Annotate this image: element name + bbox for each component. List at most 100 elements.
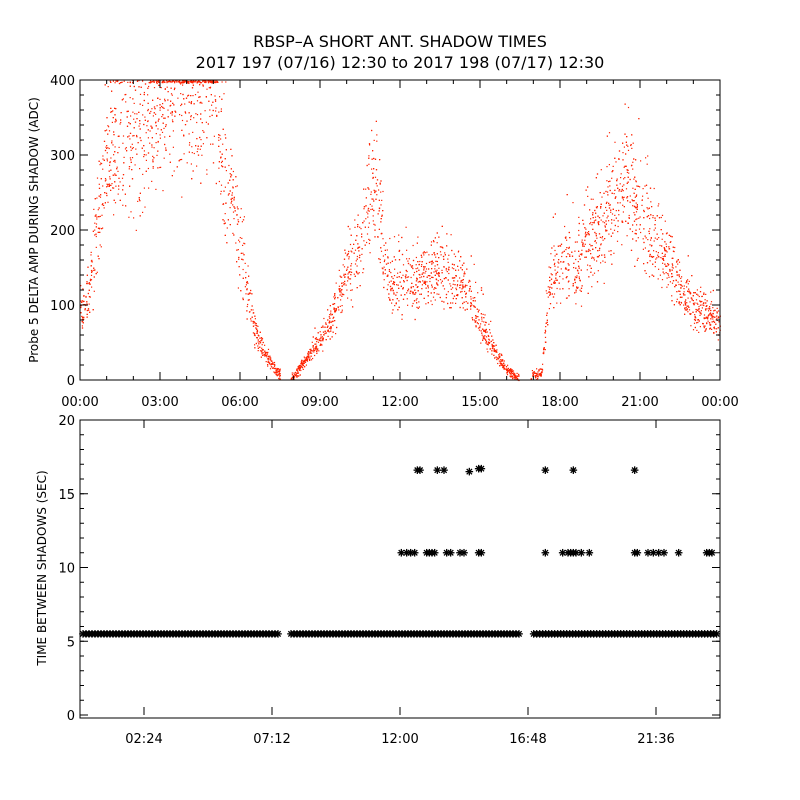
top-data-point bbox=[391, 287, 393, 289]
top-data-point bbox=[317, 332, 319, 334]
top-data-point bbox=[387, 262, 389, 264]
top-data-point bbox=[109, 80, 111, 82]
top-data-point bbox=[202, 81, 204, 83]
top-data-point bbox=[597, 256, 600, 258]
top-data-point bbox=[640, 160, 642, 162]
top-data-point bbox=[302, 368, 304, 370]
top-data-point bbox=[649, 255, 651, 257]
top-data-point bbox=[677, 263, 679, 265]
top-data-point bbox=[438, 293, 440, 295]
top-data-point bbox=[652, 256, 655, 258]
top-data-point bbox=[111, 121, 113, 123]
top-data-point bbox=[698, 295, 700, 298]
top-data-point bbox=[426, 276, 428, 278]
top-data-point bbox=[535, 375, 537, 377]
top-data-point bbox=[147, 108, 149, 111]
top-data-point bbox=[196, 138, 198, 140]
top-data-point bbox=[595, 177, 597, 179]
top-data-point bbox=[95, 223, 98, 225]
top-data-point bbox=[430, 261, 432, 263]
top-data-point bbox=[232, 232, 234, 234]
top-data-point bbox=[633, 212, 635, 214]
top-data-point bbox=[106, 194, 108, 197]
top-data-point bbox=[184, 103, 186, 105]
top-data-point bbox=[196, 151, 198, 153]
top-data-point bbox=[609, 189, 611, 192]
top-data-point bbox=[398, 250, 400, 252]
top-data-point bbox=[101, 204, 103, 206]
top-data-point bbox=[578, 234, 580, 236]
top-data-point bbox=[106, 158, 108, 160]
top-data-point bbox=[159, 107, 161, 109]
top-data-point bbox=[671, 275, 674, 278]
top-data-point bbox=[102, 203, 104, 205]
top-data-point bbox=[275, 370, 277, 372]
top-data-point bbox=[243, 216, 245, 218]
top-data-point bbox=[585, 235, 587, 237]
top-scatter-points bbox=[80, 80, 721, 382]
top-data-point bbox=[161, 81, 163, 84]
top-data-point bbox=[717, 317, 720, 319]
top-data-point bbox=[598, 217, 601, 219]
top-data-point bbox=[221, 160, 223, 162]
top-data-point bbox=[658, 237, 660, 239]
top-data-point bbox=[232, 211, 235, 213]
top-data-point bbox=[712, 313, 714, 315]
top-data-point bbox=[603, 212, 605, 214]
top-data-point bbox=[482, 339, 484, 341]
top-data-point bbox=[140, 86, 142, 88]
top-data-point bbox=[347, 266, 349, 268]
top-data-point bbox=[436, 283, 438, 285]
top-data-point bbox=[362, 222, 364, 224]
top-data-point bbox=[425, 303, 427, 305]
top-data-point bbox=[608, 233, 610, 235]
top-data-point bbox=[388, 269, 390, 271]
top-data-point bbox=[339, 275, 341, 277]
top-data-point bbox=[648, 250, 650, 252]
top-data-point bbox=[455, 269, 457, 271]
top-data-point bbox=[549, 294, 551, 296]
top-data-point bbox=[200, 101, 202, 103]
top-data-point bbox=[121, 99, 123, 101]
top-data-point bbox=[489, 332, 491, 334]
top-data-point bbox=[372, 215, 374, 217]
top-data-point bbox=[343, 273, 345, 275]
top-data-point bbox=[445, 267, 447, 270]
top-data-point bbox=[113, 154, 115, 156]
top-data-point bbox=[398, 259, 401, 261]
top-data-point bbox=[379, 258, 381, 261]
top-data-point bbox=[679, 293, 681, 295]
top-data-point bbox=[643, 241, 645, 244]
top-data-point bbox=[432, 296, 435, 298]
top-data-point bbox=[83, 316, 85, 318]
top-y-axis-label: Probe 5 DELTA AMP DURING SHADOW (ADC) bbox=[27, 97, 41, 363]
top-data-point bbox=[384, 269, 386, 271]
top-data-point bbox=[699, 291, 702, 293]
top-data-point bbox=[169, 135, 171, 137]
top-data-point bbox=[238, 256, 240, 259]
top-data-point bbox=[464, 284, 467, 286]
top-data-point bbox=[231, 197, 233, 199]
top-data-point bbox=[210, 143, 212, 145]
top-data-point bbox=[367, 187, 369, 189]
top-data-point bbox=[676, 298, 678, 300]
top-data-point bbox=[215, 80, 217, 82]
top-data-point bbox=[585, 251, 587, 253]
top-data-point bbox=[663, 247, 665, 249]
top-data-point bbox=[483, 330, 485, 332]
top-data-point bbox=[232, 204, 234, 206]
top-data-point bbox=[91, 271, 93, 273]
top-data-point bbox=[550, 253, 552, 255]
top-data-point bbox=[166, 82, 168, 84]
top-data-point bbox=[93, 276, 95, 278]
top-data-point bbox=[271, 363, 273, 365]
top-data-point bbox=[97, 227, 100, 229]
top-data-point bbox=[122, 204, 124, 206]
top-data-point bbox=[94, 234, 96, 236]
top-data-point bbox=[162, 122, 164, 124]
top-data-point bbox=[490, 340, 492, 342]
top-data-point bbox=[276, 372, 278, 374]
top-data-point bbox=[546, 292, 548, 294]
top-data-point bbox=[603, 282, 605, 284]
top-data-point bbox=[671, 269, 673, 271]
